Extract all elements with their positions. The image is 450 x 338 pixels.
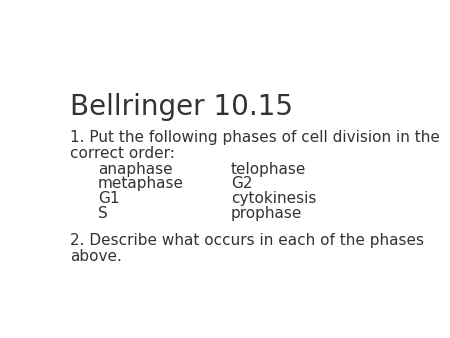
Text: correct order:: correct order: <box>70 146 175 161</box>
Text: S: S <box>98 206 108 221</box>
Text: anaphase: anaphase <box>98 162 173 176</box>
Text: 1. Put the following phases of cell division in the: 1. Put the following phases of cell divi… <box>70 130 440 145</box>
Text: metaphase: metaphase <box>98 176 184 191</box>
Text: Bellringer 10.15: Bellringer 10.15 <box>70 93 293 121</box>
Text: cytokinesis: cytokinesis <box>230 191 316 206</box>
Text: G1: G1 <box>98 191 120 206</box>
Text: prophase: prophase <box>230 206 302 221</box>
Text: G2: G2 <box>230 176 252 191</box>
Text: telophase: telophase <box>230 162 306 176</box>
Text: 2. Describe what occurs in each of the phases: 2. Describe what occurs in each of the p… <box>70 233 424 248</box>
Text: above.: above. <box>70 249 122 264</box>
